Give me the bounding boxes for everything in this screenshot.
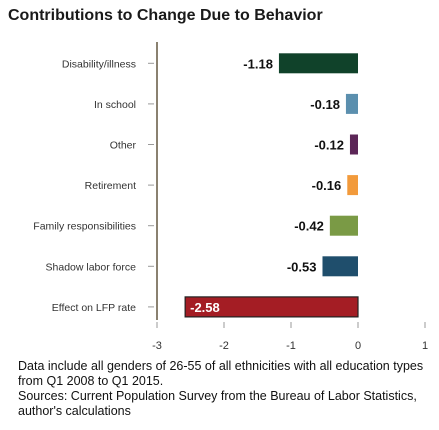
data-note: Data include all genders of 26-55 of all… (18, 359, 424, 388)
x-tick-label: 1 (422, 340, 428, 352)
x-tick-label: -3 (152, 340, 162, 352)
value-label: -1.18 (243, 56, 273, 71)
source-note: Sources: Current Population Survey from … (18, 389, 417, 418)
chart-title: Contributions to Change Due to Behavior (8, 7, 323, 24)
x-tick-label: -2 (219, 340, 229, 352)
category-label: Shadow labor force (46, 261, 137, 273)
bar (278, 53, 358, 74)
bar (347, 175, 358, 196)
value-label: -2.58 (190, 300, 220, 315)
value-label: -0.42 (294, 219, 324, 234)
category-label: Family responsibilities (33, 221, 136, 233)
bar (345, 93, 358, 114)
bar-chart: Disability/illness -1.18 In school -0.18 Oth… (33, 42, 428, 352)
value-label: -0.18 (310, 97, 340, 112)
value-label: -0.53 (287, 259, 317, 274)
category-label: Retirement (85, 180, 136, 192)
x-tick-label: -1 (286, 340, 296, 352)
x-tick-label: 0 (355, 340, 361, 352)
category-label: Other (110, 140, 137, 152)
bar (322, 256, 358, 277)
bar (329, 215, 358, 236)
bar (349, 134, 358, 155)
chart-marks: Disability/illness -1.18 In school -0.18 Oth… (33, 42, 428, 352)
bar (184, 296, 359, 318)
category-label: Disability/illness (62, 58, 136, 70)
category-label: In school (94, 99, 136, 111)
value-label: -0.12 (314, 138, 344, 153)
chart-notes: Data include all genders of 26-55 of all… (18, 359, 433, 419)
category-label: Effect on LFP rate (52, 302, 136, 314)
value-label: -0.16 (312, 178, 342, 193)
